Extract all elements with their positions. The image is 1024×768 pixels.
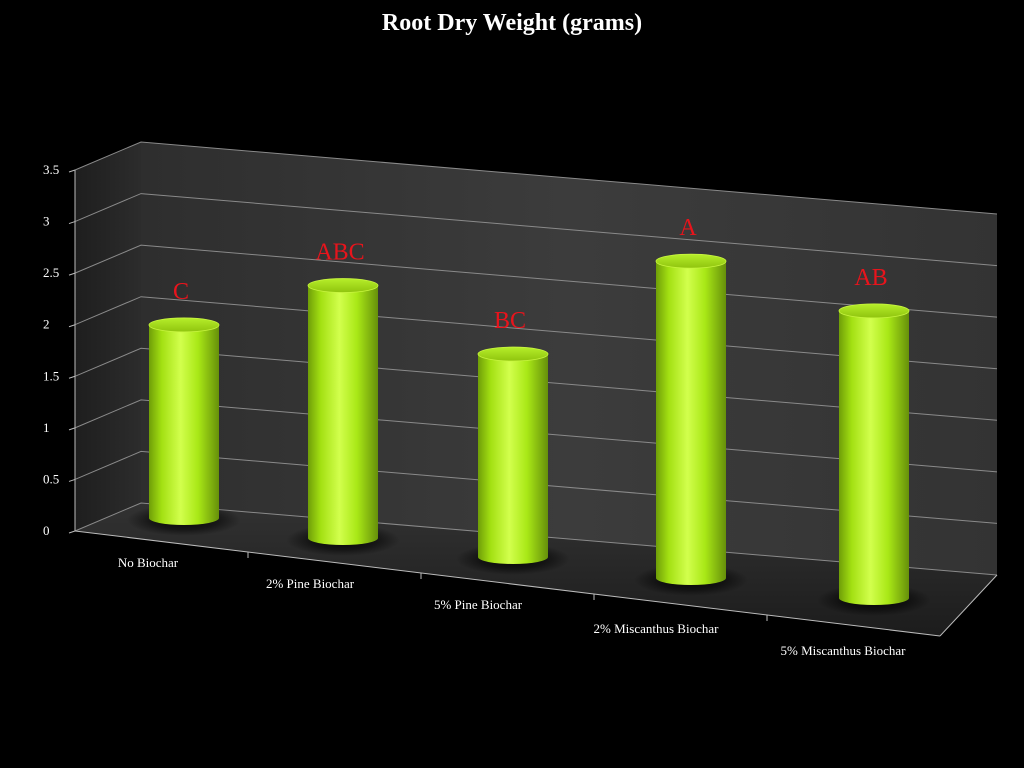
y-tick: [68, 530, 76, 534]
bar-cylinder: [149, 324, 219, 525]
significance-label: C: [173, 279, 189, 305]
bar-top: [477, 346, 549, 362]
bar-top: [148, 317, 220, 333]
y-tick-label: 3.5: [43, 162, 59, 177]
bar-cylinder: [478, 354, 548, 564]
y-tick-label: 2: [43, 317, 50, 332]
significance-label: AB: [854, 265, 887, 291]
bar-top: [655, 253, 727, 269]
y-tick-label: 0: [43, 523, 50, 538]
x-category-label: 2% Pine Biochar: [266, 576, 355, 591]
significance-label: A: [679, 215, 697, 241]
y-tick: [68, 427, 76, 431]
significance-label: ABC: [315, 240, 364, 266]
y-tick: [68, 375, 76, 379]
y-tick-label: 1.5: [43, 368, 59, 383]
gridline: [74, 141, 998, 215]
x-category-label: 2% Miscanthus Biochar: [594, 621, 720, 636]
y-tick: [68, 272, 76, 276]
y-tick: [68, 221, 76, 225]
x-axis-line: [74, 530, 941, 637]
chart-title: Root Dry Weight (grams): [381, 10, 643, 36]
x-category-label: 5% Pine Biochar: [434, 597, 523, 612]
y-tick-label: 3: [43, 214, 50, 229]
y-tick: [68, 324, 76, 328]
depth-axis-line: [939, 574, 998, 637]
gridline: [74, 193, 998, 267]
y-tick-label: 0.5: [43, 471, 59, 486]
x-category-label: No Biochar: [118, 555, 179, 570]
bar-cylinder: [839, 310, 909, 605]
y-tick: [68, 169, 76, 173]
bar-cylinder: [656, 261, 726, 585]
significance-label: BC: [494, 308, 526, 334]
y-tick-label: 1: [43, 420, 50, 435]
bar-top: [307, 278, 379, 293]
bar-top: [838, 303, 910, 319]
y-tick-label: 2.5: [43, 265, 59, 280]
x-category-label: 5% Miscanthus Biochar: [781, 643, 907, 658]
bar-cylinder: [308, 285, 378, 545]
y-tick: [68, 478, 76, 482]
side-wall: [75, 142, 141, 531]
